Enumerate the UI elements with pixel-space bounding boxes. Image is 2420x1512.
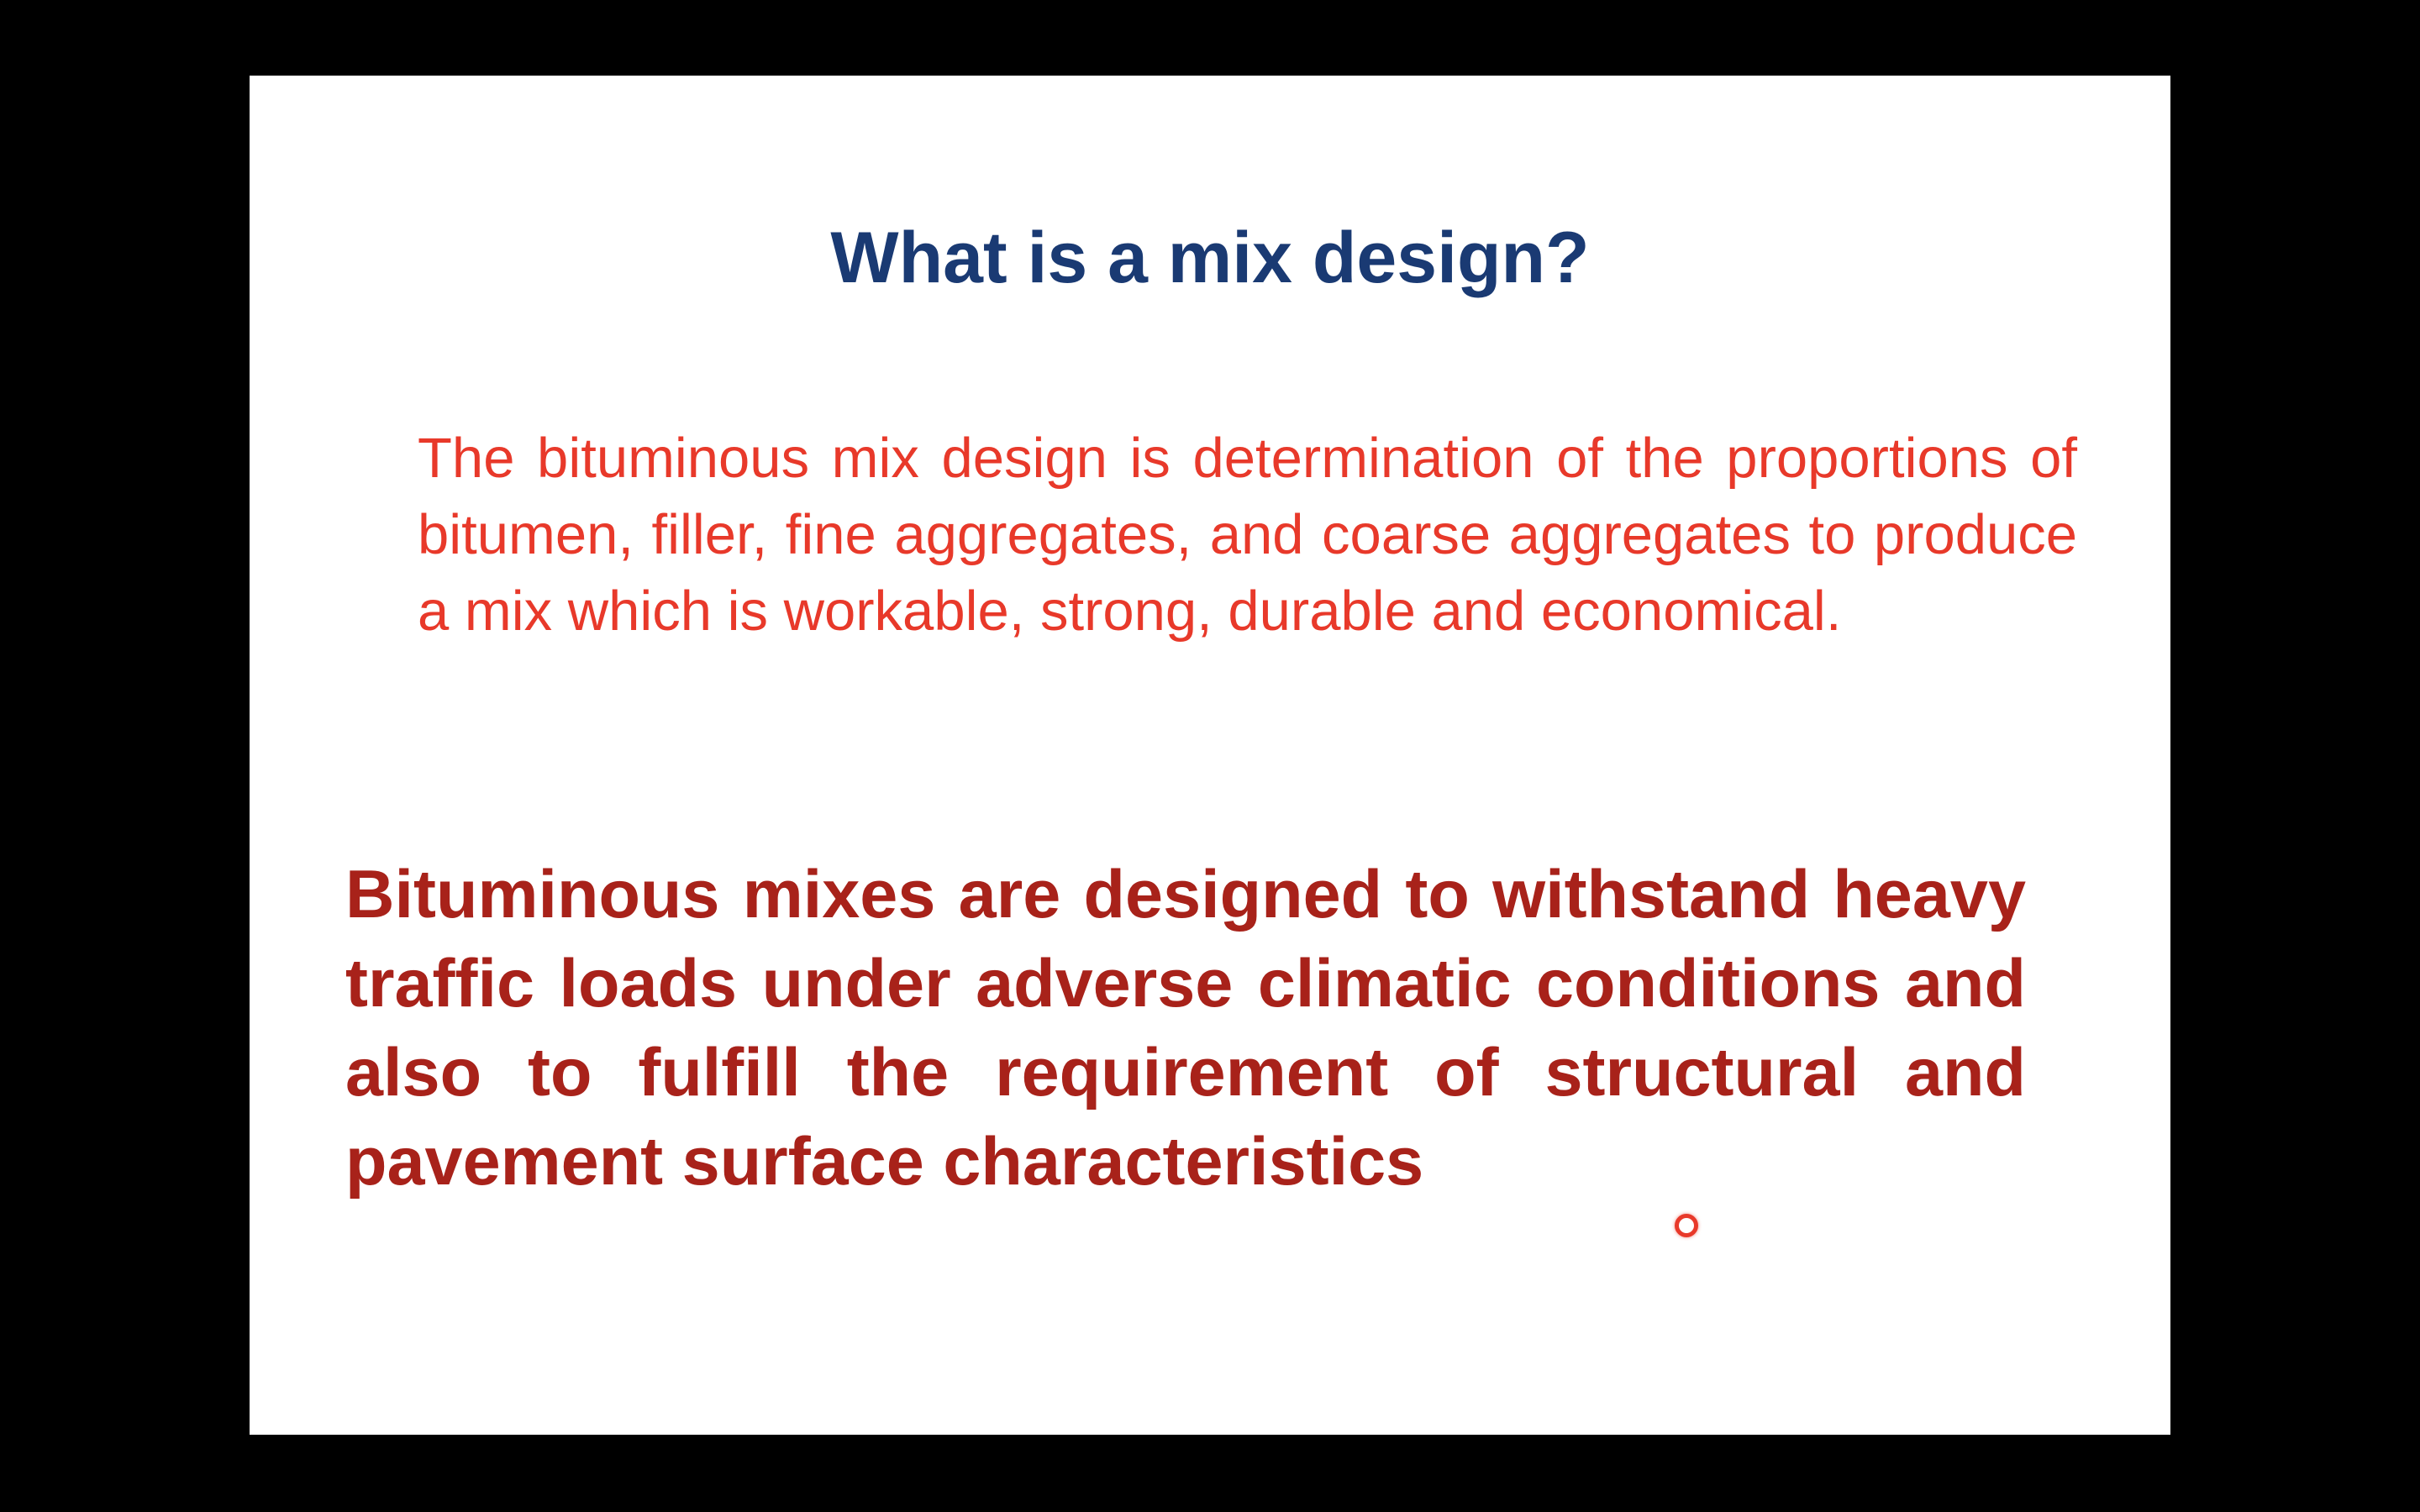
- presentation-slide: What is a mix design? The bituminous mix…: [250, 76, 2170, 1435]
- laser-pointer-icon: [1675, 1214, 1698, 1237]
- definition-paragraph: The bituminous mix design is determinati…: [418, 427, 2077, 643]
- design-statement-paragraph: Bituminous mixes are designed to withsta…: [345, 857, 2026, 1200]
- slide-title: What is a mix design?: [830, 218, 1590, 298]
